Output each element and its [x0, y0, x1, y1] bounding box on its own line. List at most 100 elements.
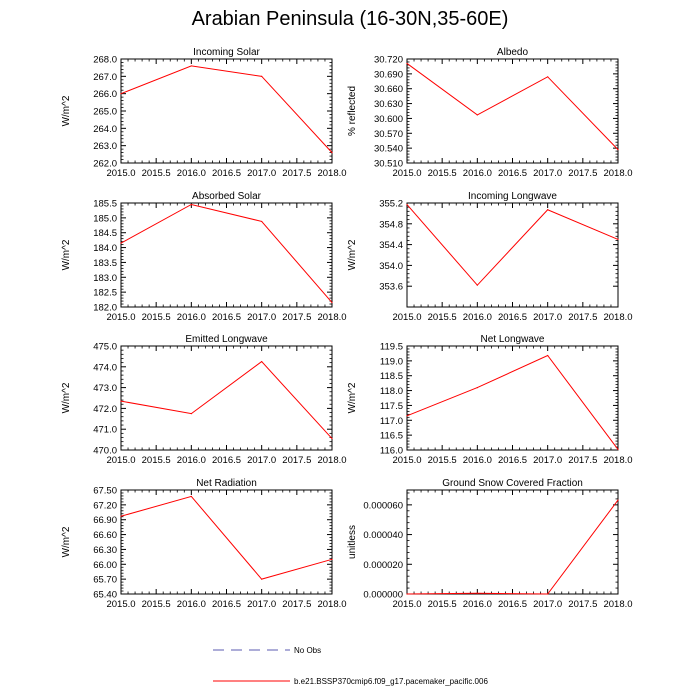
net-radiation-xtick-label: 2015.5	[142, 599, 171, 610]
emitted-longwave-data-point	[261, 361, 263, 363]
emitted-longwave-plot-frame	[120, 345, 333, 451]
chart-net-radiation: Net Radiation W/m^2 2015.0 2015.5 2016.0 2016…	[61, 478, 347, 610]
absorbed-solar-data-point	[331, 301, 333, 304]
albedo-xtick-label: 2015.0	[392, 168, 421, 179]
net-longwave-title: Net Longwave	[481, 334, 545, 345]
incoming-longwave-data-point	[406, 203, 408, 206]
incoming-longwave-xtick-label: 2015.0	[392, 312, 421, 323]
incoming-solar-xtick-label: 2018.0	[317, 168, 346, 179]
albedo-ytick-label: 30.600	[374, 114, 403, 125]
incoming-solar-xtick-label: 2016.0	[177, 168, 206, 179]
incoming-longwave-data-point	[476, 284, 478, 286]
net-longwave-data-point	[406, 415, 408, 417]
absorbed-solar-xtick-label: 2017.0	[247, 312, 276, 323]
net-longwave-ylabel: W/m^2	[347, 382, 358, 413]
incoming-solar-plot-frame	[120, 58, 333, 164]
absorbed-solar-ytick-label: 182.0	[93, 303, 117, 314]
ground-snow-covered-fraction-ylabel: unitless	[347, 525, 358, 559]
albedo-data-point	[406, 62, 408, 65]
emitted-longwave-xtick-label: 2017.5	[282, 455, 311, 466]
chart-albedo: Albedo % reflected 2015.0 2015.5 2016.0 2016.…	[347, 47, 633, 179]
emitted-longwave-xtick-label: 2015.5	[142, 455, 171, 466]
net-longwave-xtick-label: 2015.0	[392, 455, 421, 466]
albedo-ytick-label: 30.690	[374, 69, 403, 80]
ground-snow-covered-fraction-xtick-label: 2015.5	[428, 599, 457, 610]
incoming-solar-ylabel: W/m^2	[61, 95, 72, 126]
emitted-longwave-data-point	[190, 413, 192, 415]
absorbed-solar-ylabel: W/m^2	[61, 239, 72, 270]
ground-snow-covered-fraction-ytick-label: 0.000020	[363, 560, 403, 571]
emitted-longwave-xtick-label: 2016.0	[177, 455, 206, 466]
albedo-ytick-label: 30.630	[374, 99, 403, 110]
net-longwave-xtick-label: 2016.5	[498, 455, 527, 466]
chart-ground-snow-covered-fraction: Ground Snow Covered Fraction unitless 2015…	[347, 478, 633, 610]
net-radiation-ytick-label: 65.40	[93, 590, 117, 601]
net-radiation-ytick-label: 66.60	[93, 530, 117, 541]
emitted-longwave-ytick-label: 472.0	[93, 404, 117, 415]
incoming-solar-xtick-label: 2015.0	[106, 168, 135, 179]
net-radiation-xtick-label: 2017.5	[282, 599, 311, 610]
incoming-solar-ytick-label: 265.0	[93, 107, 117, 118]
net-longwave-data-point	[617, 448, 619, 451]
ground-snow-covered-fraction-data-point	[406, 593, 408, 595]
net-longwave-xtick-label: 2018.0	[603, 455, 632, 466]
incoming-solar-ytick-label: 267.0	[93, 72, 117, 83]
absorbed-solar-ytick-label: 184.5	[93, 228, 117, 239]
emitted-longwave-data-point	[331, 437, 333, 440]
emitted-longwave-ytick-label: 470.0	[93, 446, 117, 457]
incoming-longwave-ytick-label: 355.2	[379, 199, 403, 210]
ground-snow-covered-fraction-xtick-label: 2017.0	[533, 599, 562, 610]
net-radiation-plot-frame	[120, 489, 333, 595]
incoming-solar-xtick-label: 2016.5	[212, 168, 241, 179]
albedo-data-point	[476, 114, 478, 116]
absorbed-solar-xtick-label: 2015.0	[106, 312, 135, 323]
incoming-longwave-xtick-label: 2016.5	[498, 312, 527, 323]
absorbed-solar-xtick-label: 2018.0	[317, 312, 346, 323]
legend-label: b.e21.BSSP370cmip6.f09_g17.pacemaker_pac…	[294, 677, 488, 686]
incoming-solar-data-point	[261, 75, 263, 77]
emitted-longwave-ytick-label: 473.0	[93, 383, 117, 394]
emitted-longwave-ylabel: W/m^2	[61, 382, 72, 413]
absorbed-solar-data-point	[120, 242, 122, 244]
net-longwave-ytick-label: 118.5	[380, 371, 403, 382]
incoming-longwave-ytick-label: 354.0	[379, 261, 403, 272]
absorbed-solar-series-line	[120, 203, 333, 303]
ground-snow-covered-fraction-ytick-label: 0.000000	[363, 590, 403, 601]
net-longwave-xtick-label: 2016.0	[463, 455, 492, 466]
net-radiation-data-point	[190, 495, 192, 498]
net-radiation-series-line	[120, 495, 333, 580]
absorbed-solar-ytick-label: 185.0	[93, 213, 117, 224]
ground-snow-covered-fraction-ytick-label: 0.000060	[363, 500, 403, 511]
incoming-solar-xtick-label: 2017.0	[247, 168, 276, 179]
incoming-longwave-xtick-label: 2016.0	[463, 312, 492, 323]
albedo-ytick-label: 30.540	[374, 144, 403, 155]
emitted-longwave-xtick-label: 2015.0	[106, 455, 135, 466]
incoming-solar-title: Incoming Solar	[193, 47, 260, 58]
incoming-longwave-xtick-label: 2017.5	[568, 312, 597, 323]
net-longwave-data-point	[476, 387, 478, 389]
chart-emitted-longwave: Emitted Longwave W/m^2 2015.0 2015.5 2016.0 2…	[61, 334, 347, 466]
ground-snow-covered-fraction-xtick-label: 2015.0	[392, 599, 421, 610]
albedo-xtick-label: 2015.5	[428, 168, 457, 179]
emitted-longwave-ytick-label: 471.0	[93, 425, 117, 436]
incoming-longwave-series-line	[406, 204, 619, 286]
albedo-ytick-label: 30.660	[374, 84, 403, 95]
incoming-solar-data-point	[190, 65, 192, 67]
emitted-longwave-xtick-label: 2016.5	[212, 455, 241, 466]
net-radiation-ytick-label: 65.70	[93, 575, 117, 586]
net-longwave-series-line	[406, 354, 619, 450]
emitted-longwave-ytick-label: 475.0	[93, 342, 117, 353]
ground-snow-covered-fraction-ytick-label: 0.000040	[363, 530, 403, 541]
absorbed-solar-xtick-label: 2015.5	[142, 312, 171, 323]
albedo-ylabel: % reflected	[347, 86, 358, 136]
chart-absorbed-solar: Absorbed Solar W/m^2 2015.0 2015.5 2016.0 201…	[61, 191, 347, 323]
incoming-longwave-plot-frame	[406, 202, 619, 308]
net-longwave-xtick-label: 2017.5	[568, 455, 597, 466]
ground-snow-covered-fraction-xtick-label: 2016.0	[463, 599, 492, 610]
chart-net-longwave: Net Longwave W/m^2 2015.0 2015.5 2016.0 2016.…	[347, 334, 633, 466]
albedo-ytick-label: 30.570	[374, 129, 403, 140]
absorbed-solar-title: Absorbed Solar	[192, 191, 262, 202]
ground-snow-covered-fraction-data-point	[547, 593, 549, 595]
albedo-series-line	[406, 63, 619, 150]
albedo-data-point	[617, 149, 619, 151]
